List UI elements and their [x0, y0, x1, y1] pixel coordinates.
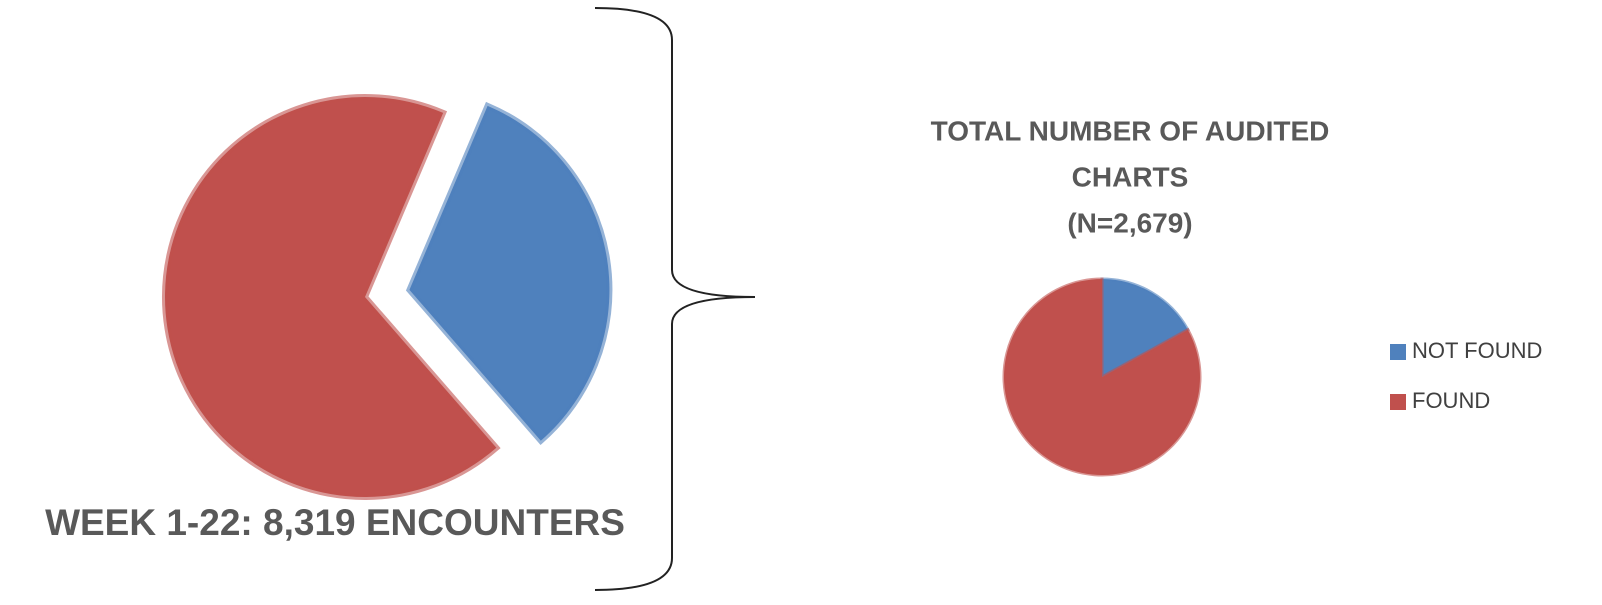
pie-slice: [162, 94, 501, 500]
pie-slice: [1100, 277, 1190, 380]
legend-label: FOUND: [1412, 388, 1490, 413]
chart-title: CHARTS: [1072, 161, 1189, 192]
legend-label: NOT FOUND: [1412, 338, 1542, 363]
legend-swatch: [1390, 344, 1406, 360]
pie-slice: [405, 101, 613, 445]
chart-title: TOTAL NUMBER OF AUDITED: [931, 115, 1330, 146]
legend-swatch: [1390, 394, 1406, 410]
chart-title: WEEK 1-22: 8,319 ENCOUNTERS: [45, 502, 625, 543]
pie-slice: [1002, 277, 1202, 477]
brace: [594, 7, 756, 591]
chart-title: (N=2,679): [1067, 207, 1192, 238]
